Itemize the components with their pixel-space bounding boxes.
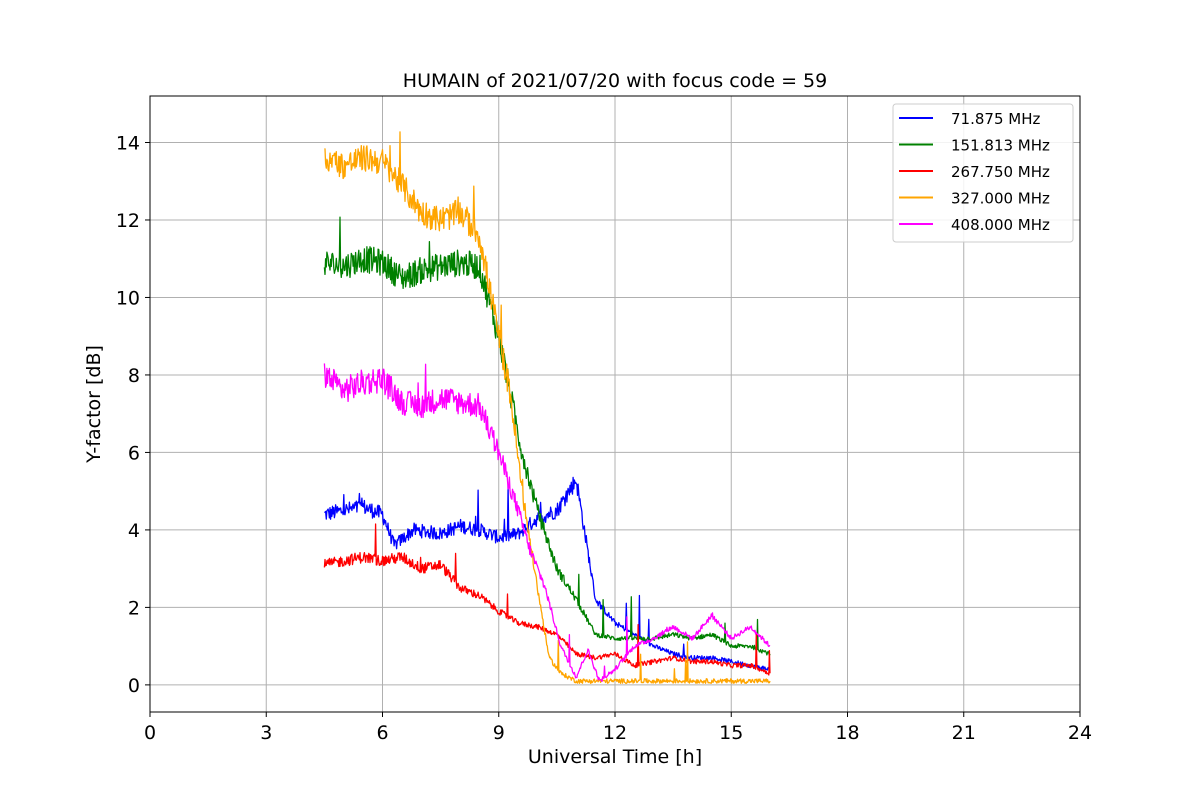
series-line (323, 523, 771, 676)
y-axis-label: Y-factor [dB] (83, 345, 105, 464)
y-tick-label: 10 (116, 287, 140, 309)
x-tick-label: 9 (493, 722, 505, 744)
x-tick-label: 6 (376, 722, 388, 744)
x-axis-label: Universal Time [h] (528, 746, 702, 768)
series-line (324, 476, 771, 671)
legend-label: 408.000 MHz (951, 216, 1050, 234)
legend-box (892, 103, 1074, 243)
legend-label: 267.750 MHz (951, 163, 1050, 181)
x-tick-label: 3 (260, 722, 272, 744)
series-line (323, 363, 771, 683)
y-tick-label: 8 (128, 365, 140, 387)
x-tick-label: 21 (952, 722, 976, 744)
y-tick-label: 14 (116, 132, 140, 154)
series-line (324, 131, 771, 684)
x-tick-label: 18 (835, 722, 859, 744)
y-tick-label: 6 (128, 442, 140, 464)
series-line (323, 216, 771, 657)
legend-label: 151.813 MHz (951, 137, 1050, 155)
x-tick-label: 15 (719, 722, 743, 744)
y-tick-label: 0 (128, 675, 140, 697)
x-tick-label: 0 (144, 722, 156, 744)
x-tick-label: 12 (603, 722, 627, 744)
chart-title: HUMAIN of 2021/07/20 with focus code = 5… (403, 70, 827, 92)
legend-label: 71.875 MHz (951, 110, 1040, 128)
y-tick-label: 4 (128, 520, 140, 542)
x-tick-label: 24 (1068, 722, 1092, 744)
legend-label: 327.000 MHz (951, 190, 1050, 208)
y-tick-label: 2 (128, 597, 140, 619)
legend: 71.875 MHz 151.813 MHz 267.750 MHz 327.000 … (892, 103, 1074, 243)
y-tick-label: 12 (116, 210, 140, 232)
series-lines (323, 131, 771, 684)
